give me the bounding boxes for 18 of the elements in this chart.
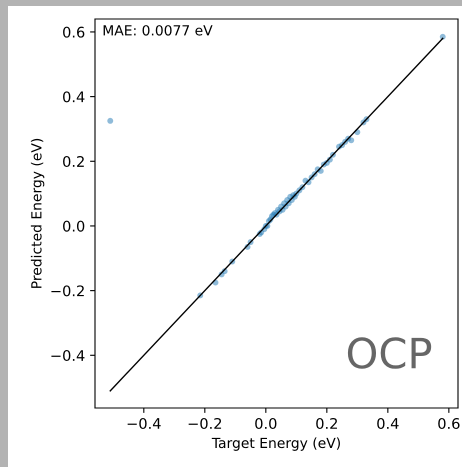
annotation: MAE: 0.0077 eV xyxy=(104,25,213,36)
y-tick-label: −0.2 xyxy=(51,285,84,296)
x-tick-label: 0.0 xyxy=(255,418,276,430)
y-tick-label: 0.4 xyxy=(63,91,84,102)
annotation: OCP xyxy=(348,337,432,369)
x-tick-label: 0.2 xyxy=(316,418,337,430)
x-tick-label: 0.6 xyxy=(438,418,460,430)
point xyxy=(107,118,114,124)
y-tick-label: 0.6 xyxy=(63,26,84,38)
point xyxy=(348,137,354,144)
y-axis-title: Predicted Energy (eV) xyxy=(30,138,44,288)
y-tick-label: 0.2 xyxy=(63,156,84,168)
y-tick-label: −0.4 xyxy=(51,350,84,362)
x-tick-label: −0.4 xyxy=(128,418,161,430)
y-tick-label: 0.0 xyxy=(63,220,84,232)
x-tick-label: 0.4 xyxy=(377,418,399,430)
x-tick-label: −0.2 xyxy=(188,418,222,430)
x-axis-title: Target Energy (eV) xyxy=(212,437,340,451)
